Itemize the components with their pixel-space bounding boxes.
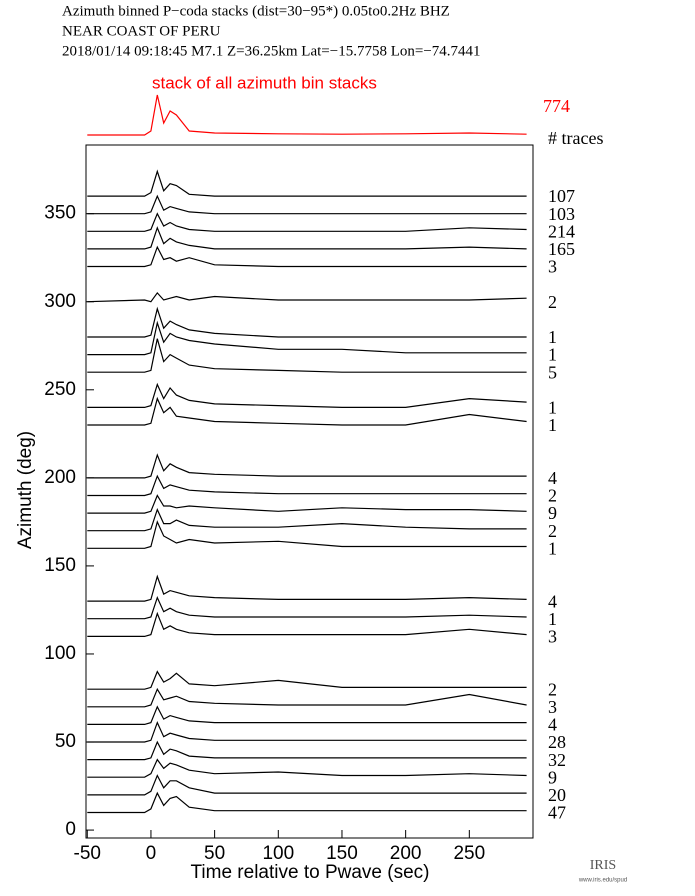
x-tick-label: 0 — [146, 843, 157, 864]
logo-url: www.iris.edu/spud — [578, 878, 627, 884]
waveform — [87, 595, 527, 620]
trace-count: 28 — [548, 732, 566, 752]
waveform — [87, 169, 527, 197]
trace-count: 2 — [548, 679, 557, 699]
x-tick-label: 150 — [326, 843, 358, 864]
waveform — [87, 705, 527, 725]
trace-count: 1 — [548, 327, 557, 347]
trace-count: 1 — [548, 345, 557, 365]
waveform — [87, 338, 527, 373]
trace-count: 5 — [548, 362, 557, 382]
trace-count: 20 — [548, 785, 566, 805]
trace-count: 3 — [548, 257, 557, 277]
waveform — [87, 245, 527, 268]
trace-count: 2 — [548, 486, 557, 506]
trace-count: 4 — [548, 715, 557, 735]
trace-count: 32 — [548, 750, 566, 770]
trace-count: 3 — [548, 697, 557, 717]
waveform — [87, 758, 527, 778]
waveform — [87, 774, 527, 796]
trace-count: 3 — [548, 626, 557, 646]
x-tick-label: 200 — [390, 843, 422, 864]
trace-count: 103 — [548, 204, 575, 224]
trace-count: 1 — [548, 538, 557, 558]
trace-count: 9 — [548, 767, 557, 787]
y-axis-label: Azimuth (deg) — [15, 431, 36, 549]
waveform — [87, 396, 527, 426]
y-tick-label: 0 — [65, 819, 76, 840]
trace-count: 9 — [548, 503, 557, 523]
waveform — [87, 194, 527, 215]
trace-count: 1 — [548, 398, 557, 418]
logo: IRIS — [590, 858, 616, 873]
x-tick-label: 250 — [453, 843, 485, 864]
waveform — [87, 494, 527, 514]
x-tick-label: 50 — [204, 843, 225, 864]
waveform — [87, 291, 527, 303]
trace-count: 2 — [548, 521, 557, 541]
trace-count: 107 — [548, 186, 575, 206]
trace-count: 47 — [548, 803, 566, 823]
x-axis-label: Time relative to Pwave (sec) — [191, 862, 430, 883]
y-tick-label: 250 — [44, 379, 76, 400]
y-tick-label: 50 — [55, 731, 76, 752]
waveform — [87, 670, 527, 690]
y-tick-label: 150 — [44, 555, 76, 576]
waveform — [87, 520, 527, 549]
waveform — [87, 791, 527, 814]
waveform — [87, 382, 527, 408]
title-line: NEAR COAST OF PERU — [62, 23, 221, 39]
y-tick-label: 350 — [44, 203, 76, 224]
stack-waveform — [87, 94, 527, 136]
stack-label: stack of all azimuth bin stacks — [152, 73, 377, 92]
count-header: # traces — [548, 128, 603, 148]
trace-count: 165 — [548, 239, 575, 259]
waveform — [87, 611, 527, 637]
waveform — [87, 687, 527, 708]
waveform — [87, 574, 527, 602]
title-line: 2018/01/14 09:18:45 M7.1 Z=36.25km Lat=−… — [62, 43, 481, 59]
waveform — [87, 306, 527, 338]
y-tick-label: 200 — [44, 467, 76, 488]
x-tick-label: 100 — [262, 843, 294, 864]
waveform — [87, 474, 527, 497]
y-tick-label: 100 — [44, 643, 76, 664]
stack-count: 774 — [543, 96, 570, 116]
title-line: Azimuth binned P−coda stacks (dist=30−95… — [62, 3, 450, 19]
x-tick-label: -50 — [74, 843, 101, 864]
y-tick-label: 300 — [44, 291, 76, 312]
trace-count: 2 — [548, 292, 557, 312]
waveform — [87, 507, 527, 532]
trace-count: 4 — [548, 591, 557, 611]
trace-count: 4 — [548, 468, 557, 488]
waveform — [87, 226, 527, 250]
waveform — [87, 740, 527, 761]
plot-frame — [85, 144, 534, 839]
trace-count: 1 — [548, 609, 557, 629]
trace-count: 214 — [548, 221, 575, 241]
waveform — [87, 721, 527, 743]
waveform — [87, 212, 527, 232]
waveform — [87, 320, 527, 356]
waveform — [87, 453, 527, 479]
trace-count: 1 — [548, 415, 557, 435]
